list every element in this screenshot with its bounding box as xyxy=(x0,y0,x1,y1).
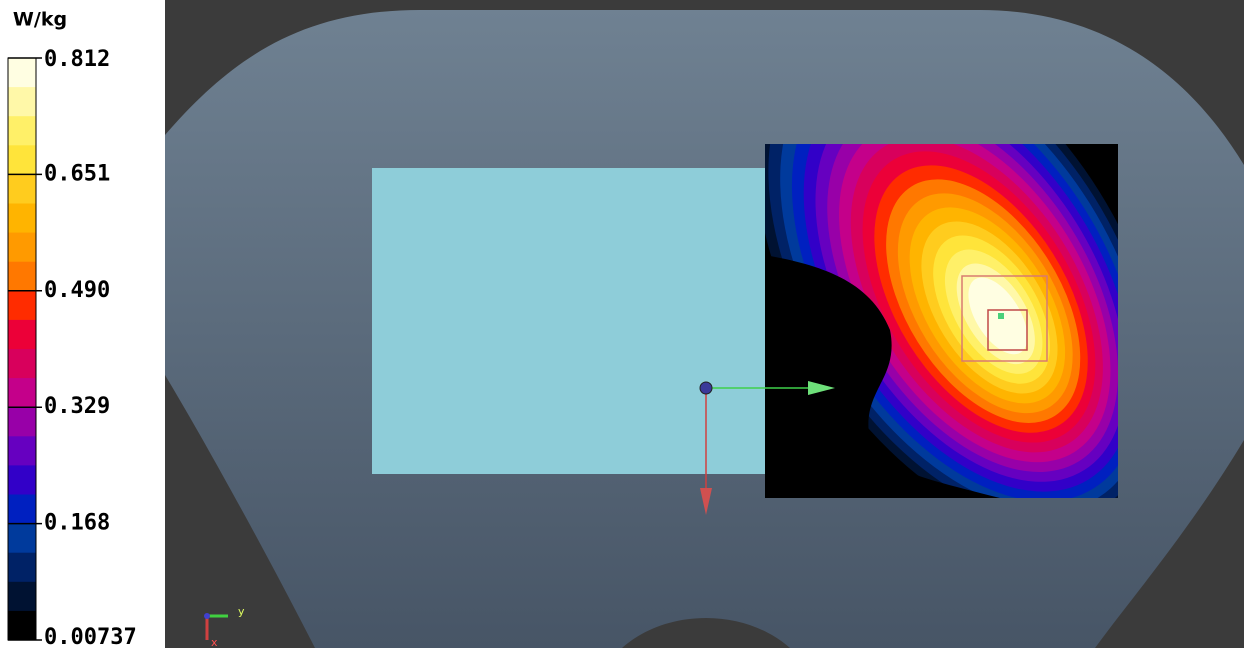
colorbar-band xyxy=(8,116,36,146)
origin xyxy=(699,381,713,395)
device xyxy=(372,168,765,474)
colorbar-label: 0.651 xyxy=(44,161,110,186)
colorbar-label: 0.812 xyxy=(44,47,110,72)
peak xyxy=(998,313,1004,319)
colorbar-label: 0.490 xyxy=(44,278,110,303)
colorbar-band xyxy=(8,407,36,437)
colorbar-band xyxy=(8,145,36,175)
arrow-y xyxy=(808,381,835,395)
low-region xyxy=(765,255,1000,498)
colorbar-band xyxy=(8,581,36,612)
colorbar-band xyxy=(8,319,36,350)
triad-z xyxy=(204,613,210,619)
contour xyxy=(968,277,1028,355)
colorbar-band xyxy=(8,349,36,379)
colorbar-band xyxy=(8,436,36,466)
colorbar-label: 0.168 xyxy=(44,511,110,536)
colorbar-band xyxy=(8,203,36,234)
colorbar-band xyxy=(8,232,36,263)
contours xyxy=(765,144,1118,498)
unit: W/kg xyxy=(13,9,67,31)
triad-y-label: y xyxy=(238,605,245,618)
colorbar-band xyxy=(8,610,36,641)
colorbar-band xyxy=(8,174,36,204)
zoom-box xyxy=(961,275,1048,362)
arrow-x xyxy=(700,488,712,515)
colorbar-label: 0.329 xyxy=(44,394,110,419)
colorbar-band xyxy=(8,87,36,117)
colorbar-band xyxy=(8,378,36,408)
colorbar: W/kg 0.812 0.651 0.490 0.329 0.168 0.00737 xyxy=(7,9,137,648)
colorbar-band xyxy=(8,465,36,495)
colorbar-band xyxy=(8,494,36,525)
colorbar-band xyxy=(8,290,36,321)
peak-box xyxy=(987,309,1028,351)
colorbar-band xyxy=(8,523,36,554)
colorbar-band xyxy=(8,552,36,583)
colorbar-band xyxy=(8,261,36,292)
colorbar-band xyxy=(8,58,36,88)
triad-x-label: x xyxy=(211,636,218,648)
colorbar-label: 0.00737 xyxy=(44,625,137,648)
